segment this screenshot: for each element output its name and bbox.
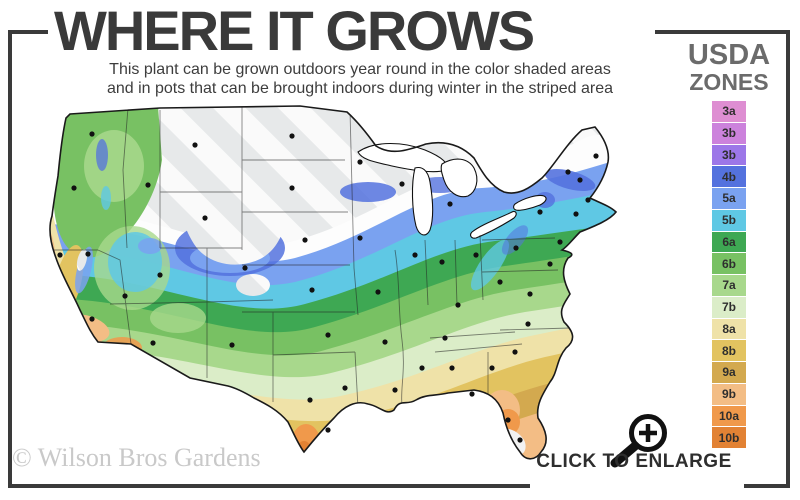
legend-swatch-9a: 9a [712,362,746,383]
legend-swatch-7b: 7b [712,296,746,318]
legend-swatch-8b: 8b [712,340,746,361]
state-borders [49,106,571,409]
legend-swatch-3b: 3b [712,122,746,144]
legend-swatch-5b: 5b [712,209,746,231]
frame-right [786,30,790,488]
legend-swatch-8a: 8a [712,318,746,340]
frame-top-left [8,30,48,34]
legend-swatch-7a: 7a [712,275,746,296]
frame-bottom-right [744,484,790,488]
subtitle: This plant can be grown outdoors year ro… [60,60,660,98]
legend-zone-list: 3a 3b 3b 4b 5a 5b 6a 6b 7a 7b 8a 8b 9a 9b 10a 10b [712,101,746,448]
frame-left [8,30,12,488]
legend-swatch-4b: 4b [712,166,746,187]
page-title: WHERE IT GROWS [54,0,535,62]
subtitle-line-2: and in pots that can be brought indoors … [106,80,614,97]
legend-swatch-3a: 3a [712,101,746,122]
legend-title-zones: ZONES [689,69,769,95]
watermark: © Wilson Bros Gardens [12,443,261,472]
subtitle-line-1: This plant can be grown outdoors year ro… [109,61,611,78]
legend-swatch-3b: 3b [712,144,746,166]
great-lakes [357,143,547,239]
frame-top-right [655,30,790,34]
lake-erie [470,210,517,239]
legend-swatch-6a: 6a [712,231,746,253]
frame-bottom-left [8,484,530,488]
legend-swatch-10a: 10a [712,405,746,427]
lake-ontario [513,194,547,211]
click-to-enlarge-label[interactable]: CLICK TO ENLARGE [536,451,732,472]
legend-swatch-10b: 10b [712,427,746,448]
usda-zones-legend: USDA ZONES 3a 3b 3b 4b 5a 5b 6a 6b 7a 7b 8a 8b 9a 9b 1… [683,40,775,448]
magnifier-plus-icon[interactable] [600,400,676,472]
legend-title-usda: USDA [687,39,771,71]
us-outline [49,105,618,460]
lake-michigan [411,166,434,236]
city-dots [57,131,599,443]
legend-swatch-5a: 5a [712,188,746,209]
legend-swatch-9b: 9b [712,383,746,405]
lake-huron [440,158,478,198]
legend-swatch-6b: 6b [712,253,746,274]
us-hardiness-map[interactable] [10,100,665,472]
